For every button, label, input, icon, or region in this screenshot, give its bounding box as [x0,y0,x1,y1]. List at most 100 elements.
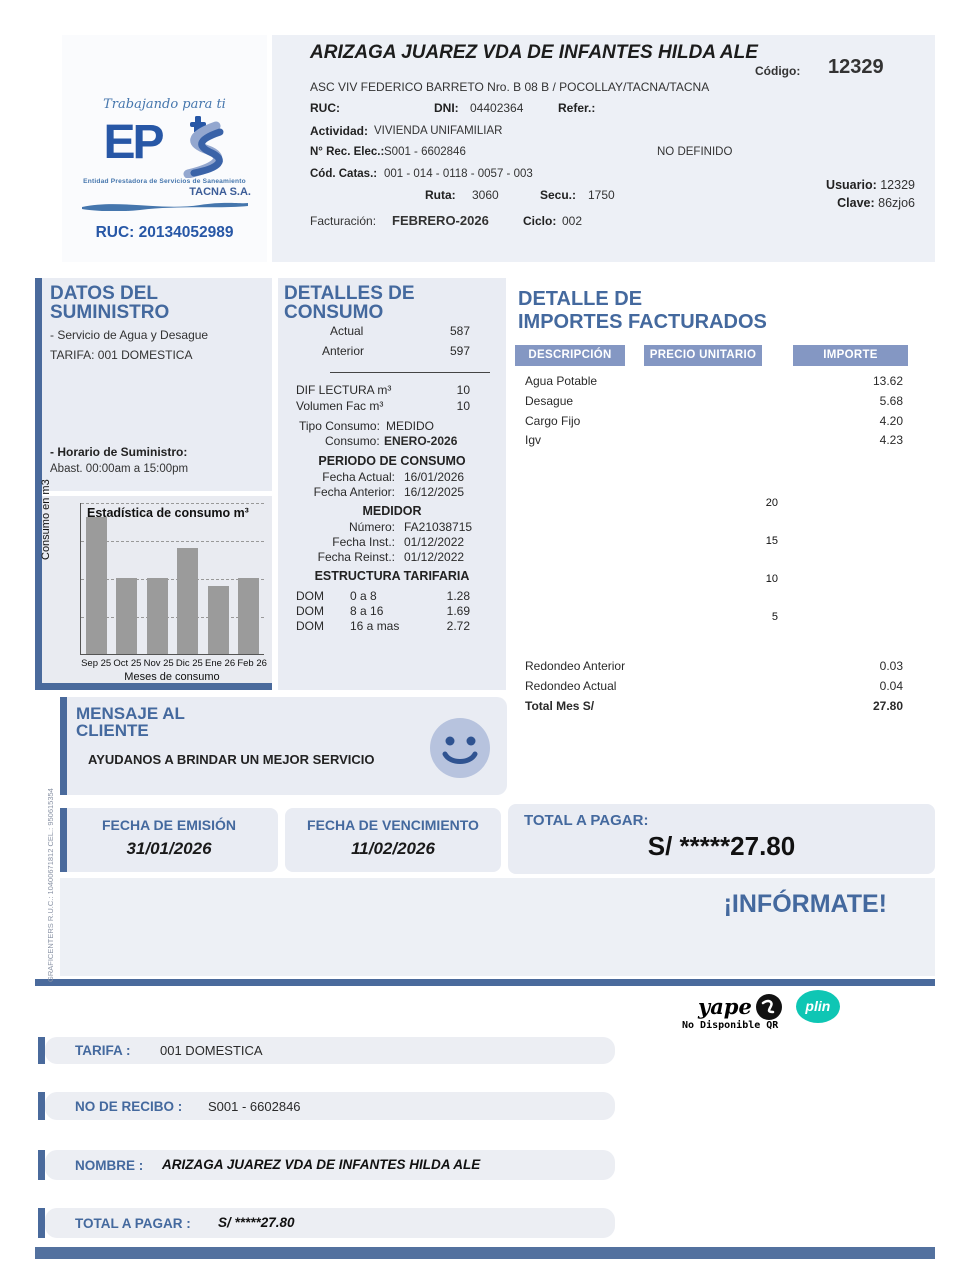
fecha-vencimiento-label: FECHA DE VENCIMIENTO [307,817,479,833]
chart-bar-sep25 [85,517,107,654]
horario-label: - Horario de Suministro: [50,445,188,459]
usuario-value: 12329 [880,178,915,192]
fecha-emision-value: 31/01/2026 [126,839,212,858]
importes-title: DETALLE DE IMPORTES FACTURADOS [518,288,767,333]
clave-value: 86zjo6 [878,196,915,210]
tarifa-row-cat: DOM [296,619,324,633]
stub-accent [38,1037,45,1064]
stub-total-value: S/ *****27.80 [218,1215,295,1230]
total-a-pagar-box: TOTAL A PAGAR: S/ *****27.80 [508,804,935,874]
stub-tarifa-label: TARIFA : [75,1043,131,1058]
chart-bars [81,503,264,654]
col-header-importe: IMPORTE [793,345,908,366]
chart-title: Estadística de consumo m³ [87,506,249,520]
catas-label: Cód. Catas.: [310,168,378,180]
chart-bottom-bar [35,683,272,690]
chart-bar-ene26 [207,586,229,654]
fecha-vencimiento-box: FECHA DE VENCIMIENTO 11/02/2026 [285,808,501,872]
importe-row-name: Agua Potable [525,374,598,388]
stub-recibo-value: S001 - 6602846 [208,1099,301,1114]
bottom-bar [35,1247,935,1259]
consumo-mes-value: ENERO-2026 [384,434,458,448]
ciclo-value: 002 [562,214,583,228]
chart-ytick: 20 [765,497,778,509]
total-a-pagar-value: S/ *****27.80 [647,831,796,861]
rec-elec-value: S001 - 6602846 [384,146,466,158]
tarifa-row-precio: 1.28 [446,589,470,603]
ruc-label: RUC: [310,101,340,115]
redondeo-actual-label: Redondeo Actual [525,679,617,693]
importe-row-name: Igv [525,433,542,447]
stub-row-total [45,1208,615,1238]
importe-row-value: 5.68 [879,394,903,408]
chart-ytick: 10 [765,573,778,585]
vol-label: Volumen Fac m³ [296,399,384,413]
tarifa-line: TARIFA: 001 DOMESTICA [50,348,193,362]
yape-icon [755,993,782,1020]
stub-row-tarifa [45,1037,615,1064]
fecha-emision-box: FECHA DE EMISIÓN 31/01/2026 [60,808,278,872]
informate-text: ¡INFÓRMATE! [723,890,887,918]
customer-info-panel [272,35,935,262]
fecha-inst-value: 01/12/2022 [404,535,465,549]
no-definido-value: NO DEFINIDO [657,146,733,158]
ruta-value: 3060 [472,188,499,202]
plin-logo: plin [795,990,840,1023]
payment-logos: yape plin [698,990,840,1023]
actual-value: 587 [449,324,470,338]
fecha-actual-value: 16/01/2026 [404,470,465,484]
company-ruc: RUC: 20134052989 [95,224,234,241]
importe-row-value: 4.23 [879,433,903,447]
fecha-actual-label: Fecha Actual: [322,470,395,484]
logo-wave-icon [81,202,248,212]
suministro-panel [42,278,272,491]
anterior-label: Anterior [322,344,365,358]
secu-label: Secu.: [540,188,577,202]
water-s-faucet-icon [164,114,226,183]
anterior-value: 597 [449,344,470,358]
tarifa-row-rango: 8 a 16 [350,604,384,618]
stub-accent [38,1150,45,1180]
horario-value: Abast. 00:00am a 15:00pm [50,463,189,475]
medidor-numero-value: FA21038715 [404,520,473,534]
stub-accent [38,1092,45,1120]
consumo-mes-label: Consumo: [325,434,380,448]
fecha-inst-label: Fecha Inst.: [332,535,395,549]
fecha-vencimiento-value: 11/02/2026 [351,839,435,858]
stub-nombre-label: NOMBRE : [75,1158,144,1173]
total-a-pagar-label: TOTAL A PAGAR: [524,812,649,829]
dif-value: 10 [456,383,470,397]
printer-credit-sidetext: GRAFICENTERS R.U.C.: 10400671812 CEL.: 9… [46,788,55,982]
actividad-label: Actividad: [310,124,369,138]
col-header-precio-unitario: PRECIO UNITARIO [644,345,762,366]
redondeo-actual-value: 0.04 [879,679,903,693]
tarifa-row-precio: 1.69 [446,604,470,618]
servicio-line: - Servicio de Agua y Desague [50,328,209,342]
tarifa-row-cat: DOM [296,604,324,618]
usuario-label: Usuario: [826,178,877,192]
qr-note: No Disponible QR [682,1020,779,1031]
dif-label: DIF LECTURA m³ [296,383,392,397]
importe-row-value: 13.62 [872,374,903,388]
catas-value: 001 - 014 - 0118 - 0057 - 003 [384,168,533,180]
logo-subtitle: Entidad Prestadora de Servicios de Sanea… [83,178,246,185]
usuario-clave-block: Usuario: 12329 Clave: 86zjo6 [770,176,915,212]
yape-logo: yape [698,994,752,1019]
stub-nombre-value: ARIZAGA JUAREZ VDA DE INFANTES HILDA ALE [162,1157,481,1172]
chart-y-axis-label: Consumo en m3 [40,479,52,560]
stub-total-label: TOTAL A PAGAR : [75,1216,191,1231]
logo-company: TACNA S.A. [189,186,251,198]
codigo-value: 12329 [828,56,884,78]
logo-tagline: Trabajando para ti [103,97,226,112]
medidor-numero-label: Número: [348,520,395,534]
customer-address: ASC VIV FEDERICO BARRETO Nro. B 08 B / P… [310,80,710,94]
dni-value: 04402364 [470,101,524,115]
chart-x-axis-label: Meses de consumo [124,671,220,683]
facturacion-value: FEBRERO-2026 [392,213,489,228]
chart-bar-oct25 [116,578,138,654]
mensaje-accent-bar [60,697,67,795]
tarifa-row-precio: 2.72 [446,619,470,633]
total-mes-label: Total Mes S/ [525,699,595,713]
redondeo-anterior-value: 0.03 [879,659,903,673]
